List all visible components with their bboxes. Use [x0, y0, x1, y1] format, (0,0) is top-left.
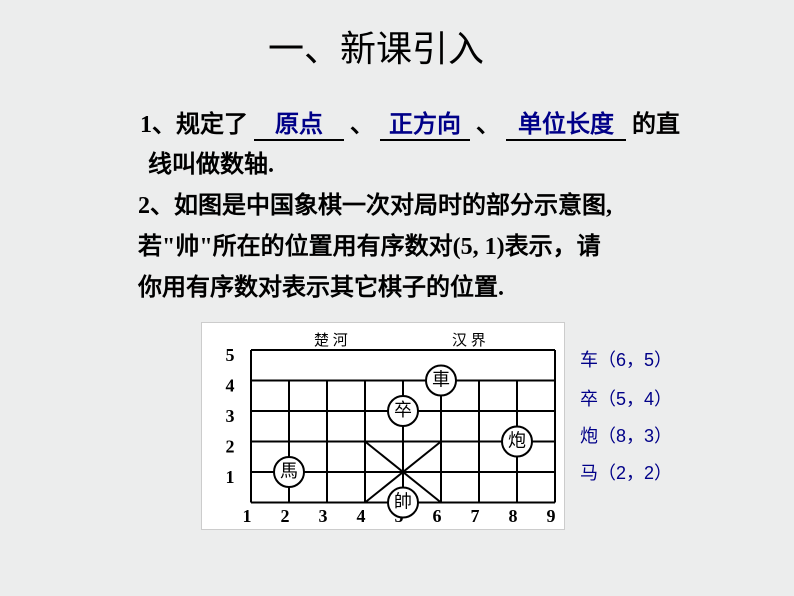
- svg-text:4: 4: [226, 376, 235, 396]
- q1-blank1: 原点: [275, 112, 323, 138]
- svg-text:5: 5: [226, 345, 235, 365]
- q1-blank2: 正方向: [389, 112, 461, 138]
- chess-diagram: 楚 河汉 界54321123456789車卒炮馬帥: [201, 322, 565, 530]
- svg-text:2: 2: [226, 437, 235, 457]
- svg-text:3: 3: [319, 506, 328, 526]
- q2-line-1: 若"帅"所在的位置用有序数对(5, 1)表示，请: [138, 227, 612, 268]
- svg-text:車: 車: [432, 370, 450, 390]
- q1-prefix: 1、规定了: [140, 112, 248, 138]
- svg-text:卒: 卒: [394, 400, 412, 420]
- chess-svg: 楚 河汉 界54321123456789車卒炮馬帥: [202, 323, 566, 531]
- svg-text:1: 1: [243, 506, 252, 526]
- q1-line2: 线叫做数轴.: [148, 144, 274, 179]
- svg-text:汉 界: 汉 界: [452, 332, 486, 349]
- answer-che: 车（6，5）: [580, 346, 672, 372]
- q1-blank3: 单位长度: [518, 112, 614, 138]
- svg-text:7: 7: [471, 506, 480, 526]
- svg-text:馬: 馬: [280, 461, 298, 481]
- svg-text:2: 2: [281, 506, 290, 526]
- q2-block: 2、如图是中国象棋一次对局时的部分示意图, 若"帅"所在的位置用有序数对(5, …: [138, 186, 612, 308]
- svg-text:8: 8: [509, 506, 518, 526]
- q2-line-2: 你用有序数对表示其它棋子的位置.: [138, 268, 612, 309]
- svg-text:6: 6: [433, 506, 442, 526]
- answer-zu: 卒（5，4）: [580, 385, 672, 411]
- svg-text:1: 1: [226, 467, 235, 487]
- svg-text:9: 9: [547, 506, 556, 526]
- svg-text:楚 河: 楚 河: [314, 332, 348, 349]
- q2-line-0: 2、如图是中国象棋一次对局时的部分示意图,: [138, 186, 612, 227]
- svg-text:帥: 帥: [394, 492, 412, 512]
- q1-line1: 1、规定了 原点 、 正方向 、 单位长度 的直: [140, 104, 680, 141]
- q1-sep1: 、: [350, 112, 374, 138]
- q1-sep2: 、: [476, 112, 500, 138]
- svg-text:3: 3: [226, 406, 235, 426]
- svg-text:炮: 炮: [508, 431, 526, 451]
- page-title: 一、新课引入: [268, 20, 484, 72]
- svg-text:4: 4: [357, 506, 366, 526]
- q1-suffix: 的直: [632, 112, 680, 138]
- answer-ma: 马（2，2）: [580, 459, 672, 485]
- answer-pao: 炮（8，3）: [580, 422, 672, 448]
